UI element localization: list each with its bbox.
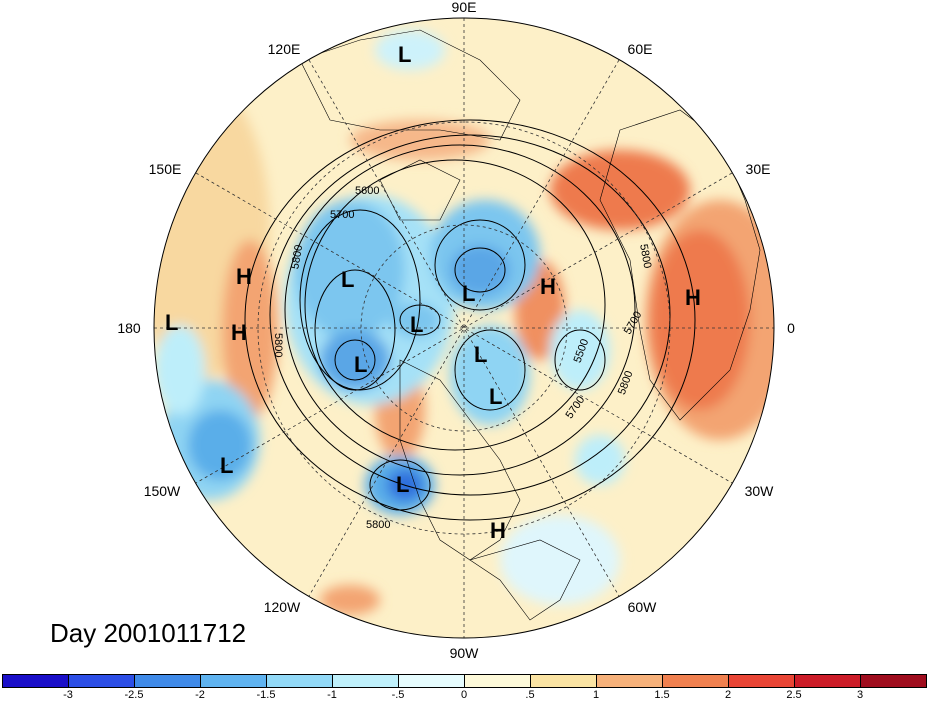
lon-label-30w: 30W [745,483,775,499]
contour-label: 5700 [330,209,354,221]
contour-label: 5800 [289,244,305,270]
colorbar: -3 -2.5 -2 -1.5 -1 -.5 0 .5 1 1.5 2 2.5 3 [0,674,928,702]
colorbar-swatch [200,674,267,688]
high-center: H [685,285,701,310]
low-center: L [341,267,354,292]
lon-label-180: 180 [117,320,141,336]
colorbar-swatch [266,674,333,688]
colorbar-swatch [728,674,795,688]
colorbar-label: 1.5 [654,689,670,701]
lon-label-120e: 120E [268,41,301,57]
colorbar-label: 2 [724,689,732,701]
high-center: H [490,518,506,543]
colorbar-label: 0 [460,689,468,701]
colorbar-label: 1 [592,689,600,701]
contour-label: 5800 [272,333,284,357]
low-center: L [410,312,423,337]
high-center: H [236,264,252,289]
colorbar-label: -1.5 [256,689,276,701]
longitude-labels: 90E 60E 30E 0 30W 60W 90W 120W 150W 180 … [117,0,795,661]
colorbar-label: .5 [525,689,535,701]
graticule [154,18,774,638]
colorbar-label: -2 [195,689,205,701]
high-center: H [540,274,556,299]
colorbar-label: 2.5 [786,689,802,701]
low-center: L [396,472,409,497]
colorbar-swatch [2,674,69,688]
lon-label-150e: 150E [149,161,182,177]
low-center: L [398,42,411,67]
contour-label: 5600 [355,185,379,197]
low-center: L [165,310,178,335]
colorbar-swatch [596,674,663,688]
colorbar-swatch [332,674,399,688]
polar-map: 90E 60E 30E 0 30W 60W 90W 120W 150W 180 … [117,0,795,661]
colorbar-label: -3 [63,689,73,701]
map-title: Day 2001011712 [50,618,247,648]
contour-label: 5800 [637,243,653,269]
colorbar-swatch [68,674,135,688]
colorbar-swatch [530,674,597,688]
lon-label-90e: 90E [452,0,477,15]
lon-label-60w: 60W [628,599,658,615]
colorbar-label: -1 [327,689,337,701]
high-center: H [231,320,247,345]
colorbar-label: -2.5 [124,689,144,701]
colorbar-label: -.5 [391,689,405,701]
colorbar-swatch [794,674,861,688]
colorbar-swatch [860,674,927,688]
coastlines [299,29,761,621]
low-center: L [354,352,367,377]
colorbar-swatch [464,674,531,688]
colorbar-label: 3 [856,689,864,701]
lon-label-120w: 120W [264,599,301,615]
map-boundary [153,17,775,639]
low-center: L [489,384,502,409]
lon-label-30e: 30E [746,161,771,177]
colorbar-swatch [134,674,201,688]
lon-label-0: 0 [787,320,795,336]
lon-label-90w: 90W [450,645,480,661]
colorbar-swatch [662,674,729,688]
low-center: L [462,281,475,306]
low-center: L [474,342,487,367]
pressure-centers: H H H H H L L L L L L L L L L [165,42,701,543]
lon-label-60e: 60E [628,41,653,57]
contour-label: 5800 [366,519,390,531]
low-center: L [220,453,233,478]
colorbar-swatch [398,674,465,688]
lon-label-150w: 150W [144,483,181,499]
